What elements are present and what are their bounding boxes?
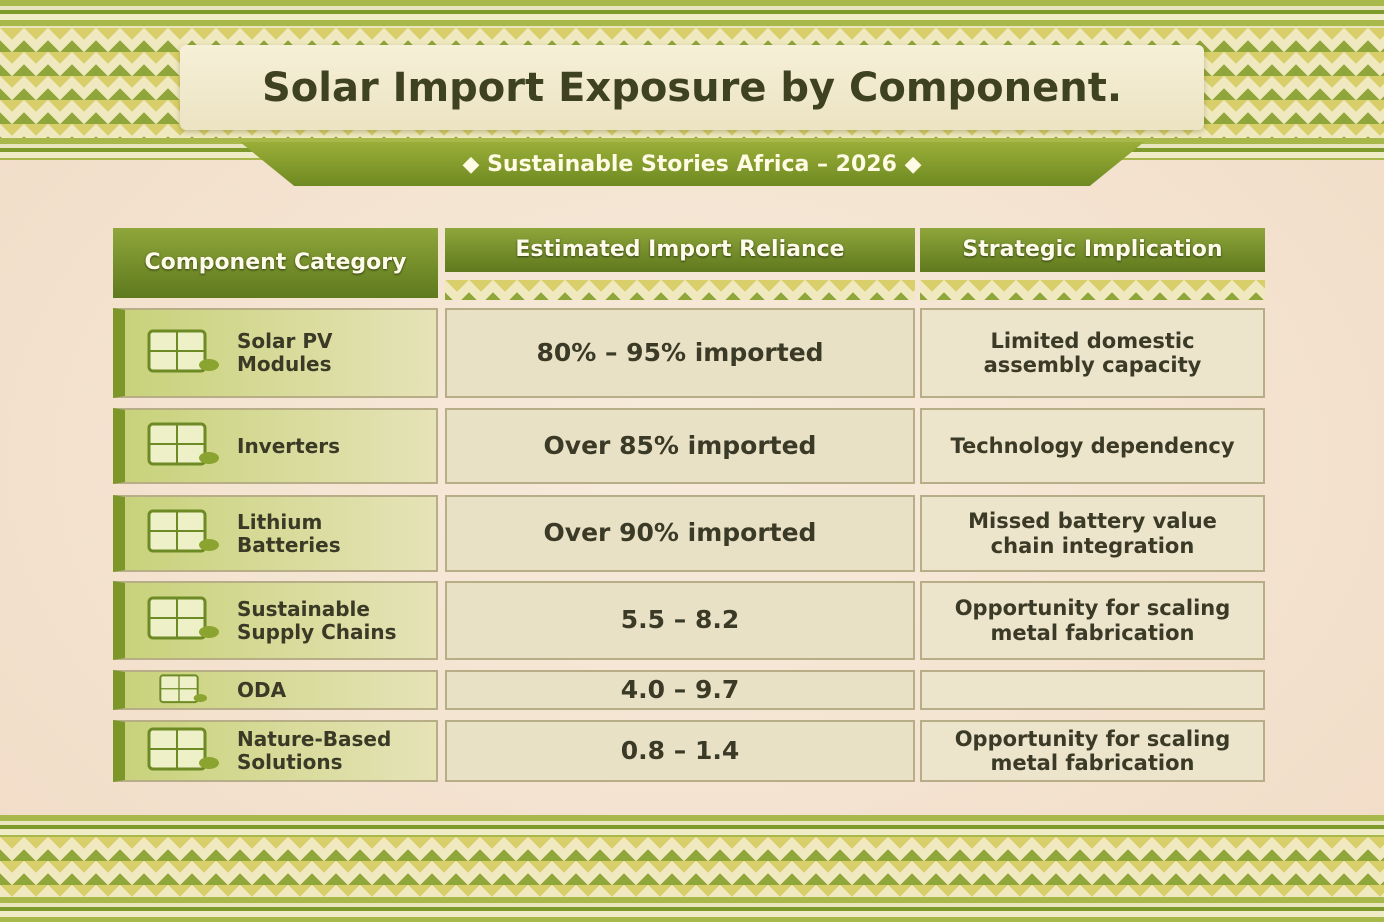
- category-label: Sustainable Supply Chains: [237, 596, 397, 644]
- category-label: Solar PV Modules: [237, 329, 333, 376]
- cell-text: 4.0 – 9.7: [620, 674, 740, 704]
- title: Solar Import Exposure by Component.: [261, 64, 1123, 111]
- category-cell: Inverters: [113, 408, 438, 484]
- icon-wrap: [143, 323, 223, 383]
- table-cell: Opportunity for scaling metal fabricatio…: [920, 581, 1265, 660]
- row-icon: [147, 727, 219, 771]
- cell-text: 5.5 – 8.2: [620, 605, 740, 635]
- icon-wrap: [143, 590, 223, 650]
- cell-text: Technology dependency: [950, 433, 1235, 458]
- row-icon: [147, 329, 219, 373]
- table-cell: 4.0 – 9.7: [445, 670, 915, 710]
- cell-text: Opportunity for scaling metal fabricatio…: [954, 596, 1231, 645]
- table-cell: [920, 670, 1265, 710]
- category-cell: ODA: [113, 670, 438, 710]
- table-cell: 5.5 – 8.2: [445, 581, 915, 660]
- category-label: Nature-Based Solutions: [237, 727, 392, 774]
- category-label: Lithium Batteries: [237, 509, 341, 557]
- cell-text: Opportunity for scaling metal fabricatio…: [954, 726, 1231, 775]
- subtitle: Sustainable Stories Africa – 2026: [487, 151, 897, 177]
- category-cell: Lithium Batteries: [113, 495, 438, 572]
- table-cell: Over 90% imported: [445, 495, 915, 572]
- table-cell: Technology dependency: [920, 408, 1265, 484]
- table-cell: 0.8 – 1.4: [445, 720, 915, 782]
- category-cell: Sustainable Supply Chains: [113, 581, 438, 660]
- category-label: ODA: [237, 677, 287, 702]
- column-header: Estimated Import Reliance: [445, 228, 915, 272]
- icon-wrap: [143, 416, 223, 476]
- cell-text: Over 90% imported: [543, 518, 817, 548]
- row-icon: [147, 509, 219, 553]
- row-icon: [147, 422, 219, 466]
- row-icon: [159, 674, 207, 703]
- table-cell: Missed battery value chain integration: [920, 495, 1265, 572]
- column-header: Strategic Implication: [920, 228, 1265, 272]
- table-cell: Opportunity for scaling metal fabricatio…: [920, 720, 1265, 782]
- cell-text: Missed battery value chain integration: [968, 509, 1217, 558]
- cell-text: 0.8 – 1.4: [620, 735, 740, 765]
- bottom-stripe-2: [0, 897, 1384, 922]
- column-header: Component Category: [113, 228, 438, 298]
- table-cell: Over 85% imported: [445, 408, 915, 484]
- table-cell: Limited domestic assembly capacity: [920, 308, 1265, 398]
- header-band: [445, 280, 915, 300]
- cell-text: Limited domestic assembly capacity: [983, 328, 1202, 377]
- icon-wrap: [156, 670, 209, 710]
- category-cell: Nature-Based Solutions: [113, 720, 438, 782]
- top-stripe: [0, 0, 1384, 28]
- title-banner: Solar Import Exposure by Component.: [180, 45, 1204, 130]
- table-cell: 80% – 95% imported: [445, 308, 915, 398]
- bottom-pattern: [0, 837, 1384, 897]
- category-label: Inverters: [237, 433, 341, 458]
- header-band: [920, 280, 1265, 300]
- icon-wrap: [143, 503, 223, 563]
- bottom-stripe: [0, 815, 1384, 837]
- category-cell: Solar PV Modules: [113, 308, 438, 398]
- icon-wrap: [143, 721, 223, 781]
- subtitle-ribbon: ◆ Sustainable Stories Africa – 2026 ◆: [240, 142, 1144, 186]
- row-icon: [147, 596, 219, 640]
- cell-text: 80% – 95% imported: [536, 337, 824, 367]
- cell-text: Over 85% imported: [543, 430, 817, 460]
